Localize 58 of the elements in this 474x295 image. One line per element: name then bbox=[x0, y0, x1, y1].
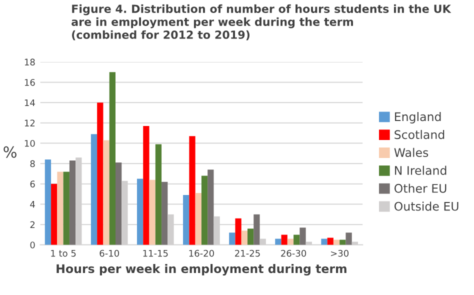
bar bbox=[51, 184, 58, 245]
bar bbox=[327, 238, 334, 245]
bar bbox=[208, 170, 214, 245]
bar bbox=[90, 134, 98, 245]
bar bbox=[69, 160, 76, 245]
y-tick-label: 0 bbox=[30, 242, 35, 248]
bar bbox=[254, 214, 260, 245]
bar bbox=[195, 193, 202, 245]
bar bbox=[300, 228, 306, 245]
bar bbox=[136, 178, 144, 245]
bar bbox=[275, 238, 282, 245]
x-tick-label: 1 to 5 bbox=[51, 250, 76, 257]
y-tick-label: 4 bbox=[30, 201, 35, 208]
bar bbox=[63, 172, 70, 245]
bar bbox=[97, 102, 104, 245]
legend-label: N Ireland bbox=[395, 166, 446, 175]
bar bbox=[116, 162, 122, 245]
x-tick-label: 11-15 bbox=[143, 250, 168, 257]
x-tick-label: 6-10 bbox=[100, 250, 120, 257]
bar bbox=[189, 136, 196, 245]
bar bbox=[229, 232, 236, 245]
bar bbox=[281, 234, 288, 245]
bar bbox=[247, 228, 254, 245]
y-tick-label: 18 bbox=[24, 58, 35, 66]
x-axis-title: Hours per week in employment during term bbox=[56, 264, 346, 276]
bar bbox=[183, 195, 190, 245]
legend-label: Wales bbox=[394, 148, 428, 158]
x-tick-label: 26-30 bbox=[281, 250, 306, 257]
legend-label: Other EU bbox=[394, 184, 446, 193]
bar bbox=[294, 234, 300, 245]
bar bbox=[346, 232, 352, 245]
bar bbox=[162, 182, 168, 245]
bar bbox=[235, 218, 242, 245]
bar bbox=[201, 176, 208, 245]
y-tick-label: 8 bbox=[30, 160, 35, 168]
x-tick-label: >30 bbox=[331, 250, 349, 257]
y-tick-label: 16 bbox=[24, 79, 35, 86]
bar bbox=[57, 172, 64, 245]
legend-label: England bbox=[395, 112, 441, 124]
bar bbox=[109, 72, 116, 245]
bar bbox=[44, 159, 52, 245]
bar bbox=[103, 140, 110, 245]
y-tick-label: 10 bbox=[24, 140, 35, 147]
chart-title: Figure 4. Distribution of number of hours students in the UK are in employment per week during the term (combined for 2012 to 2019) bbox=[72, 4, 452, 40]
legend-label: Scotland bbox=[394, 130, 444, 140]
y-tick-label: 14 bbox=[24, 99, 35, 106]
bar bbox=[155, 144, 162, 245]
y-axis-title: % bbox=[4, 146, 16, 158]
legend-label: Outside EU bbox=[394, 202, 458, 211]
bar bbox=[241, 230, 248, 245]
bar bbox=[143, 126, 150, 245]
x-tick-label: 16-20 bbox=[189, 250, 214, 257]
bar bbox=[321, 238, 328, 245]
y-tick-label: 6 bbox=[30, 180, 35, 188]
x-tick-label: 21-25 bbox=[235, 250, 260, 257]
y-tick-label: 2 bbox=[30, 221, 35, 228]
bar bbox=[149, 180, 156, 245]
y-tick-label: 12 bbox=[24, 120, 35, 126]
